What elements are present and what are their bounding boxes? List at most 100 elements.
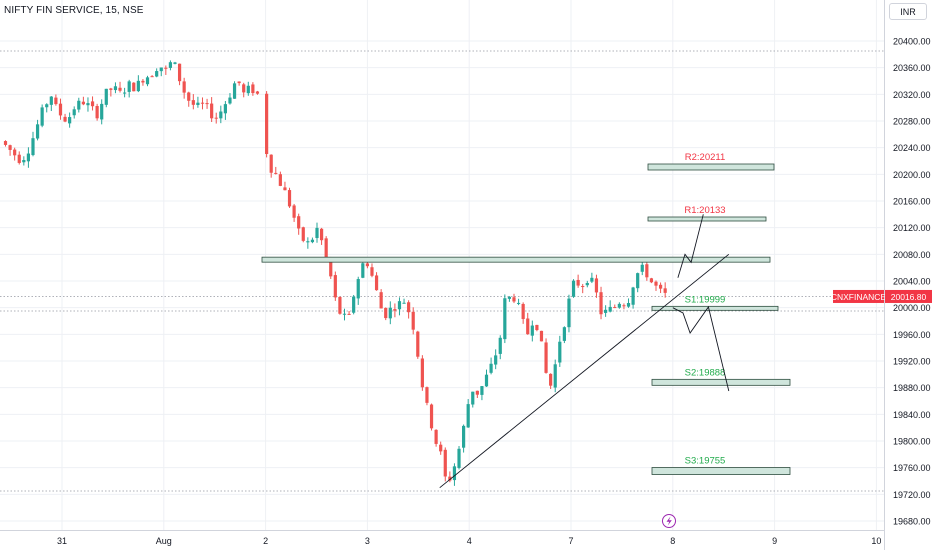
candle <box>104 88 108 108</box>
candle <box>159 67 163 77</box>
candle-body <box>237 81 241 84</box>
candle <box>109 87 113 97</box>
candle <box>274 166 278 175</box>
candle-body <box>411 311 415 330</box>
candle-body <box>150 76 154 78</box>
candles <box>3 60 667 486</box>
candle <box>608 300 612 313</box>
candle <box>68 112 72 128</box>
candle <box>480 385 484 401</box>
candle-body <box>210 103 214 119</box>
candle-body <box>187 92 191 101</box>
candle <box>237 81 241 86</box>
time-tick-label: 7 <box>568 536 573 546</box>
candle <box>150 75 154 78</box>
candle-body <box>31 138 35 156</box>
candle-body <box>636 273 640 289</box>
candle-body <box>58 103 63 116</box>
candle-body <box>452 466 457 481</box>
candle <box>626 298 631 308</box>
candle-body <box>113 86 118 91</box>
time-tick-label: 2 <box>263 536 268 546</box>
candle-body <box>530 325 534 336</box>
candle <box>118 81 122 93</box>
candle-body <box>448 476 452 481</box>
candle <box>567 294 571 333</box>
candle-body <box>654 281 658 286</box>
candle <box>17 151 21 165</box>
candle <box>205 98 209 109</box>
candle-body <box>333 275 337 298</box>
candle-body <box>402 302 406 304</box>
candle <box>370 263 374 278</box>
lightning-icon[interactable] <box>662 514 676 528</box>
candle <box>599 286 603 320</box>
candle <box>425 386 429 406</box>
candle-body <box>503 298 507 340</box>
price-tag-bg <box>885 289 932 303</box>
candle-body <box>640 264 644 272</box>
candle-body <box>558 341 562 363</box>
candle <box>54 94 58 106</box>
price-tick-label: 20360.00 <box>893 63 931 73</box>
candle-body <box>205 103 209 105</box>
bearish-projection-path <box>672 305 730 392</box>
candle-body <box>384 307 388 319</box>
candle <box>342 308 347 321</box>
candle <box>145 75 150 87</box>
candle-body <box>63 116 67 122</box>
candle <box>255 90 260 95</box>
candle-body <box>622 305 626 307</box>
candle-body <box>549 373 553 386</box>
candle-body <box>315 227 319 239</box>
candle-body <box>347 313 351 315</box>
candle-body <box>342 313 347 315</box>
candle <box>507 296 512 302</box>
candle-body <box>246 85 250 94</box>
candle-body <box>443 449 447 477</box>
candle-body <box>127 81 131 92</box>
candle-body <box>86 103 90 106</box>
symbol-title: NIFTY FIN SERVICE, 15, NSE <box>4 5 144 16</box>
candle-body <box>3 141 8 145</box>
candle-body <box>228 97 232 104</box>
candle-body <box>590 277 594 282</box>
candle-body <box>649 278 654 283</box>
candle-body <box>407 302 411 313</box>
candle-body <box>301 227 305 241</box>
candle <box>228 93 232 105</box>
candle <box>333 271 337 301</box>
candle <box>475 390 479 398</box>
candle-body <box>242 84 246 93</box>
candle <box>95 103 99 121</box>
candle-body <box>81 101 85 105</box>
price-tick-label: 19720.00 <box>893 490 931 500</box>
candle-body <box>297 216 301 229</box>
candle <box>429 403 434 431</box>
candle <box>448 471 452 483</box>
price-tick-label: 20000.00 <box>893 303 931 313</box>
candle-body <box>361 263 365 278</box>
resistance-zone <box>647 163 775 171</box>
time-tick-label: 10 <box>871 536 881 546</box>
grid-lines <box>0 0 884 530</box>
candle-body <box>90 101 95 107</box>
candle <box>489 357 493 375</box>
candle-body <box>123 92 127 94</box>
candle <box>539 330 544 342</box>
candle <box>663 282 667 298</box>
resistance-label: R1:20133 <box>684 205 725 216</box>
candle-body <box>521 303 525 320</box>
support-zone <box>651 305 779 311</box>
candle <box>13 147 17 161</box>
currency-button[interactable]: INR <box>889 3 927 20</box>
level-zones: R2:20211 R1:20133 S1:19999 S2:19888 S3:19755 <box>261 152 791 475</box>
candle <box>420 355 424 391</box>
candle-body <box>54 97 58 105</box>
candle <box>77 97 81 113</box>
candle-body <box>374 275 379 291</box>
support-label: S3:19755 <box>685 456 726 467</box>
last-price-tag: CNXFINANCE 20016.80 <box>831 289 932 303</box>
candle <box>269 154 273 178</box>
